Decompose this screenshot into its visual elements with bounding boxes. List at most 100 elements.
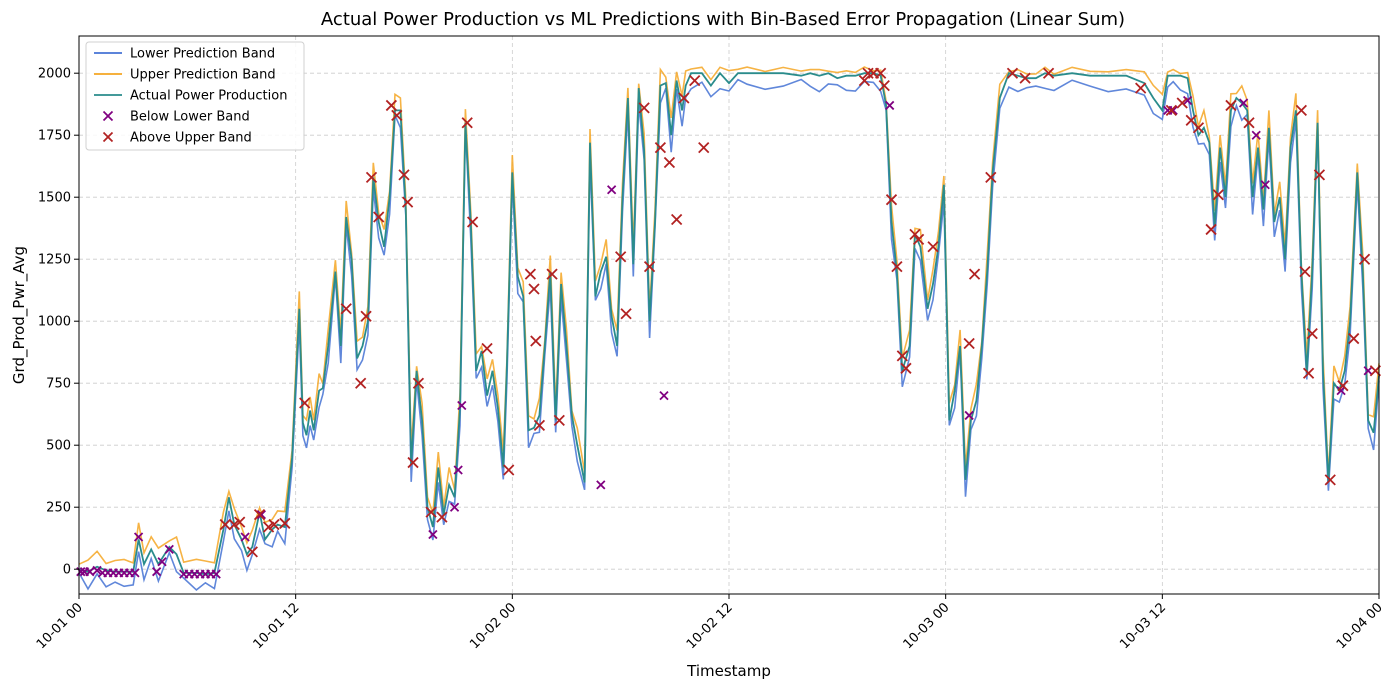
marker-layer	[76, 67, 1382, 579]
marker-below-lower-band	[1238, 98, 1249, 108]
marker-above-upper-band	[503, 464, 515, 476]
marker-above-upper-band	[219, 518, 231, 531]
marker-above-upper-band	[279, 517, 291, 529]
x-tick-label: 10-02 00	[467, 600, 519, 652]
marker-below-lower-band	[885, 100, 895, 111]
marker-above-upper-band	[425, 506, 437, 518]
marker-above-upper-band	[299, 397, 311, 409]
marker-above-upper-band	[466, 216, 479, 228]
y-tick-label: 750	[46, 377, 71, 392]
marker-above-upper-band	[253, 509, 266, 521]
marker-above-upper-band	[891, 261, 903, 273]
marker-above-upper-band	[524, 268, 537, 280]
marker-above-upper-band	[546, 268, 558, 280]
marker-above-upper-band	[436, 511, 448, 523]
y-tick-label: 2000	[38, 67, 71, 82]
marker-above-upper-band	[385, 99, 397, 112]
marker-above-upper-band	[689, 75, 701, 87]
y-tick-label: 250	[46, 501, 71, 516]
marker-below-lower-band	[596, 480, 606, 490]
marker-above-upper-band	[1306, 327, 1318, 340]
marker-above-upper-band	[533, 419, 546, 431]
marker-below-lower-band	[964, 410, 974, 421]
marker-above-upper-band	[1165, 104, 1177, 117]
marker-above-upper-band	[900, 362, 912, 374]
y-tick-label: 0	[63, 563, 71, 578]
marker-below-lower-band	[85, 567, 95, 577]
marker-above-upper-band	[1176, 97, 1188, 109]
marker-above-upper-band	[1313, 169, 1326, 181]
marker-above-upper-band	[968, 268, 981, 280]
marker-above-upper-band	[620, 308, 632, 320]
marker-below-lower-band	[428, 529, 438, 540]
marker-above-upper-band	[671, 213, 683, 226]
marker-below-lower-band	[92, 565, 102, 576]
legend-swatch	[102, 110, 114, 122]
y-axis-title: Grd_Prod_Pwr_Avg	[10, 246, 29, 384]
marker-below-lower-band	[130, 568, 140, 578]
x-tick-label: 10-03 00	[901, 600, 953, 652]
legend-item-actual: Actual Power Production	[94, 89, 287, 104]
legend-box	[85, 41, 305, 151]
legend-item-upper: Upper Prediction Band	[94, 68, 276, 83]
x-axis-title: Timestamp	[686, 662, 771, 680]
marker-above-upper-band	[1135, 82, 1147, 94]
marker-above-upper-band	[412, 377, 425, 389]
x-tick-label: 10-02 12	[684, 600, 736, 652]
marker-above-upper-band	[1019, 72, 1031, 84]
series-upper-band	[78, 66, 1380, 565]
marker-above-upper-band	[1192, 122, 1205, 134]
y-tick-label: 1000	[38, 315, 71, 330]
marker-below-lower-band	[457, 400, 467, 411]
marker-below-lower-band	[133, 532, 144, 542]
marker-above-upper-band	[530, 335, 542, 347]
marker-below-lower-band	[157, 557, 167, 567]
marker-below-lower-band	[256, 510, 266, 520]
marker-above-upper-band	[407, 456, 419, 469]
marker-above-upper-band	[1205, 223, 1217, 236]
marker-above-upper-band	[615, 251, 627, 263]
marker-above-upper-band	[654, 141, 667, 154]
marker-above-upper-band	[985, 171, 997, 183]
marker-above-upper-band	[481, 342, 493, 355]
marker-above-upper-band	[461, 117, 473, 129]
marker-above-upper-band	[553, 414, 565, 427]
legend-label: Below Lower Band	[130, 110, 250, 125]
marker-above-upper-band	[373, 211, 385, 223]
legend-label: Upper Prediction Band	[130, 68, 276, 83]
marker-above-upper-band	[678, 92, 690, 104]
marker-above-upper-band	[698, 141, 710, 154]
x-tick-label: 10-01 12	[251, 600, 303, 652]
marker-below-lower-band	[453, 465, 463, 475]
x-tick-label: 10-04 00	[1334, 600, 1386, 652]
x-tick-label: 10-03 12	[1117, 600, 1169, 652]
marker-above-upper-band	[638, 102, 650, 114]
marker-below-lower-band	[1260, 180, 1270, 190]
marker-above-upper-band	[875, 67, 887, 79]
marker-above-upper-band	[1337, 380, 1349, 392]
marker-below-lower-band	[152, 567, 162, 577]
marker-above-upper-band	[885, 194, 898, 206]
marker-above-upper-band	[909, 228, 921, 241]
marker-above-upper-band	[1243, 117, 1255, 129]
y-tick-label: 1750	[38, 129, 71, 144]
chart-title: Actual Power Production vs ML Prediction…	[321, 9, 1125, 30]
legend-label: Actual Power Production	[130, 89, 287, 104]
marker-above-upper-band	[643, 261, 656, 273]
marker-above-upper-band	[1348, 332, 1360, 345]
legend-swatch	[102, 131, 114, 143]
marker-above-upper-band	[858, 75, 871, 87]
marker-above-upper-band	[663, 156, 676, 169]
x-tick-label: 10-01 00	[34, 600, 86, 652]
marker-above-upper-band	[528, 283, 540, 295]
marker-above-upper-band	[1006, 67, 1019, 79]
marker-above-upper-band	[355, 377, 367, 389]
marker-above-upper-band	[1042, 67, 1055, 79]
marker-above-upper-band	[1302, 367, 1315, 379]
legend: Lower Prediction Band Upper Prediction Ba…	[85, 41, 305, 151]
marker-above-upper-band	[896, 350, 908, 362]
marker-above-upper-band	[365, 171, 378, 183]
axis-ticks: 0 250 500 750 1000 1250 1500 1750 2000 10-01 00 10…	[34, 67, 1386, 652]
marker-above-upper-band	[246, 546, 258, 558]
